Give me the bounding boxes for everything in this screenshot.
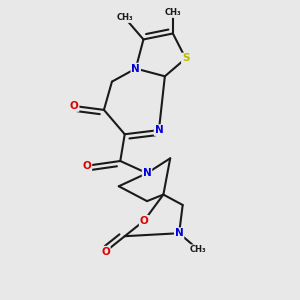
Text: N: N [175, 228, 184, 238]
Text: O: O [140, 216, 148, 226]
Text: N: N [154, 125, 163, 135]
Text: N: N [143, 168, 152, 178]
Text: CH₃: CH₃ [190, 245, 206, 254]
Text: O: O [82, 161, 91, 171]
Text: O: O [101, 247, 110, 257]
Text: CH₃: CH₃ [116, 13, 133, 22]
Text: CH₃: CH₃ [165, 8, 181, 17]
Text: S: S [182, 53, 189, 64]
Text: N: N [131, 64, 140, 74]
Text: O: O [70, 101, 79, 111]
